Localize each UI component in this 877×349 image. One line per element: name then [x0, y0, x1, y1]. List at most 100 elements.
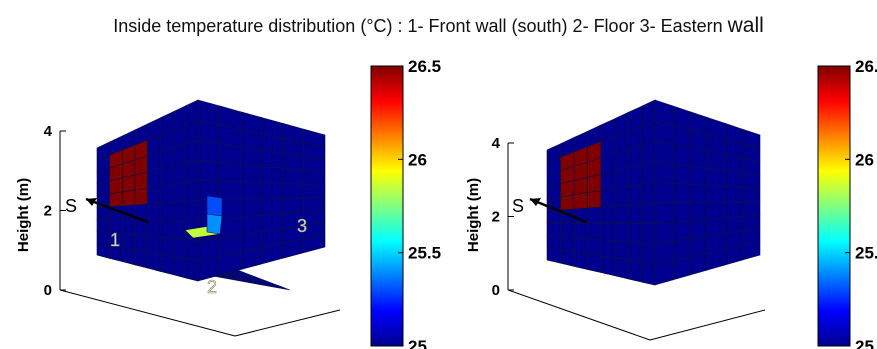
colorbar-tick-label: 26.5 [855, 57, 877, 76]
side-wall-cell [672, 238, 691, 261]
side-wall-cell [240, 198, 262, 218]
wall-cell [573, 192, 588, 210]
side-wall-cell [654, 181, 673, 204]
wall-cell [147, 235, 161, 255]
side-wall-cell [654, 99, 673, 126]
side-wall-cell [689, 183, 708, 203]
side-wall-cell [689, 201, 708, 221]
side-wall-cell [218, 216, 241, 239]
wall-cell [172, 238, 186, 260]
figure-title-suffix: wall [727, 14, 764, 37]
side-wall-cell [218, 143, 241, 165]
colorbar [817, 65, 851, 347]
wall-cell [159, 183, 174, 204]
side-wall-cell [240, 163, 262, 183]
colorbar-tick-label: 26 [855, 150, 874, 169]
wall-cell [641, 161, 656, 185]
wall-cell [185, 239, 199, 262]
side-wall-cell [742, 186, 761, 203]
wall-cell [185, 180, 199, 202]
wall-cell [641, 181, 656, 205]
side-wall-cell [689, 235, 708, 258]
axis-base-line [507, 289, 651, 341]
side-wall-cell [672, 105, 691, 131]
wall-cell [185, 258, 199, 282]
wall-cell [134, 234, 148, 253]
wall-cell [627, 183, 642, 206]
side-wall-cell [707, 167, 726, 187]
side-wall-cell [197, 99, 220, 126]
side-wall-cell [689, 218, 708, 240]
wall-cell [627, 223, 642, 244]
wall-cell [546, 247, 561, 264]
wall-cell [159, 219, 174, 239]
wall-cell [172, 256, 186, 279]
wall-cell [627, 259, 642, 283]
side-wall-cell [240, 214, 262, 235]
south-label: S [65, 196, 77, 216]
side-wall-cell [654, 221, 673, 245]
side-wall-cell [240, 181, 262, 200]
colorbar-tick-label: 26 [408, 150, 427, 169]
wall-cell [159, 165, 174, 187]
side-wall-cell [672, 182, 691, 203]
wall-cell [587, 206, 602, 224]
side-wall-cell [654, 202, 673, 224]
wall-cell [134, 249, 148, 269]
wall-cell [614, 257, 629, 280]
side-wall-cell [303, 169, 326, 186]
side-wall-cell [197, 237, 220, 262]
side-wall-cell [261, 197, 284, 216]
wall-cell [641, 262, 656, 286]
wall-cell [185, 200, 199, 222]
colorbar-tick-label: 25.5 [408, 244, 441, 263]
wall-cell [122, 219, 136, 236]
wall-cell [627, 241, 642, 263]
side-wall-cell [282, 197, 305, 214]
side-wall-cell [672, 163, 691, 185]
wall-cell [159, 201, 174, 221]
y-axis-label: Height (m) [15, 178, 32, 252]
wall-cell [185, 159, 199, 183]
wall-cell [546, 235, 561, 251]
y-tick-label: 2 [44, 203, 52, 220]
south-arrow [85, 197, 149, 224]
wall-cell [600, 188, 615, 208]
wall-cell [600, 205, 615, 224]
side-wall-cell [303, 183, 326, 199]
surface-marker: 2 [207, 277, 217, 297]
wall-cell [122, 247, 136, 266]
south-label: S [512, 196, 524, 216]
side-wall-cell [724, 216, 743, 234]
side-wall-cell [672, 202, 691, 223]
side-wall-cell [218, 180, 241, 201]
side-wall-cell [261, 182, 284, 200]
wall-cell [147, 185, 161, 205]
wall-cell [614, 240, 629, 261]
wall-cell [172, 162, 186, 185]
wall-cell [134, 187, 148, 206]
wall-cell [573, 237, 588, 255]
wall-cell [560, 236, 575, 253]
wall-cell [600, 255, 615, 276]
colorbar [370, 65, 404, 347]
panel-right: 0 2 4 Height (m) S 25 25.5 26 26.5 [465, 57, 877, 349]
y-tick-label: 0 [44, 282, 52, 299]
axis-base-line [234, 309, 341, 337]
side-wall-cell [742, 172, 761, 189]
colorbar-tick-label: 25.5 [855, 244, 877, 263]
colorbar-tick-label: 26.5 [408, 57, 441, 76]
colorbar-tick-label: 25 [855, 337, 874, 349]
wall-cell [109, 191, 123, 207]
side-wall-cell [282, 167, 305, 185]
side-wall-cell [707, 217, 726, 237]
side-wall-cell [218, 199, 241, 220]
wall-cell [147, 219, 161, 238]
surface-marker: 3 [297, 216, 307, 236]
wall-cell [573, 251, 588, 270]
wall-cell [96, 230, 110, 246]
side-wall-cell [742, 214, 761, 232]
side-wall-cell [197, 159, 220, 182]
side-wall-cell [197, 139, 220, 163]
side-wall-cell [303, 128, 326, 148]
